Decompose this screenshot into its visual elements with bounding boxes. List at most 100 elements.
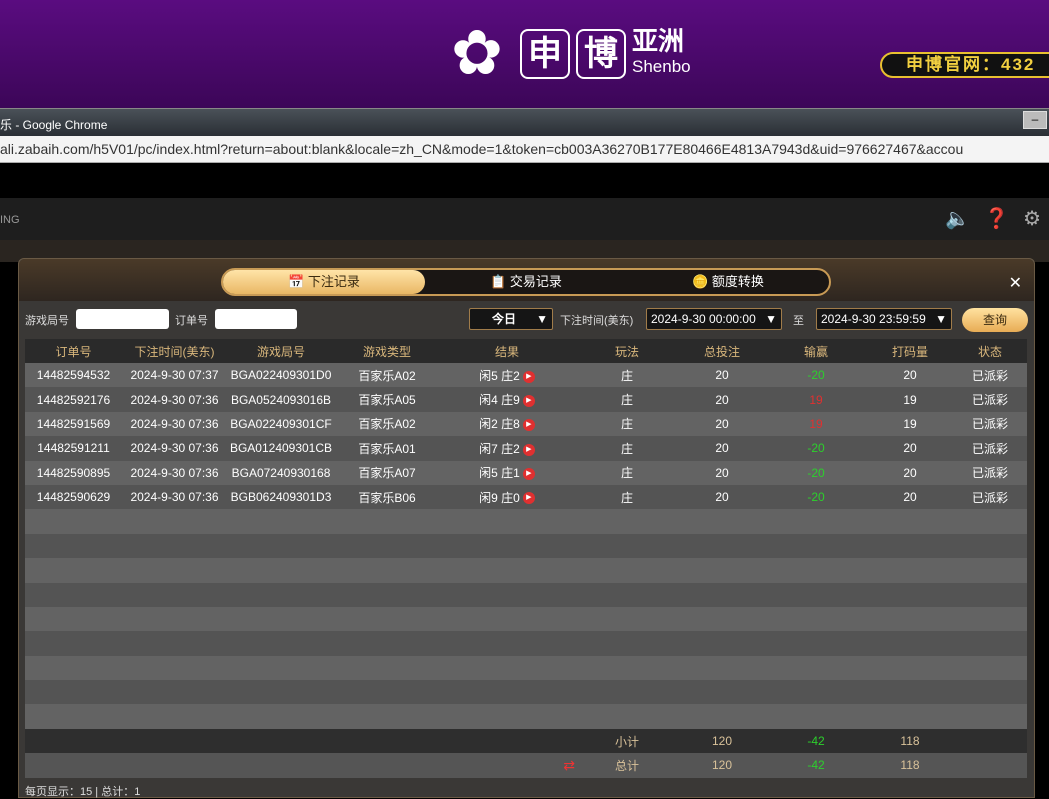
table-cell: -42 — [765, 728, 867, 754]
cell-value: 2024-9-30 07:37 — [130, 368, 219, 383]
close-icon[interactable]: ✕ — [1008, 275, 1022, 292]
table-cell — [765, 704, 867, 729]
table-cell — [122, 728, 227, 754]
cell-value: 庄 — [620, 490, 633, 505]
table-cell — [439, 728, 575, 754]
start-time-select[interactable]: 2024-9-30 00:00:00 ▼ — [646, 308, 782, 330]
filter-bar: 游戏局号 订单号 今日 ▼ 下注时间(美东) 2024-9-30 00:00:00… — [19, 304, 1034, 334]
cell-value: 庄 — [620, 368, 633, 383]
table-cell — [575, 582, 679, 607]
table-cell: 19 — [765, 387, 867, 412]
help-icon[interactable]: ❓ — [984, 208, 1010, 230]
query-button[interactable]: 查询 — [962, 308, 1028, 332]
table-cell — [765, 655, 867, 681]
play-replay-icon[interactable]: ▶ — [522, 370, 535, 383]
bet-records-table: 订单号 下注时间(美东) 游戏局号 游戏类型 结果 玩法 总投注 输赢 打码量 状态 144825… — [25, 339, 1027, 778]
refresh-icon[interactable]: ⇄ — [563, 756, 575, 773]
table-cell: 14482590895 — [25, 460, 122, 485]
table-cell — [953, 704, 1027, 729]
official-site-link[interactable]: 申博官网：432 — [880, 52, 1049, 78]
table-cell: 小计 — [575, 728, 679, 754]
cell-value: 百家乐A07 — [358, 466, 416, 481]
chevron-down-icon: ▼ — [935, 312, 947, 326]
table-cell — [335, 631, 439, 656]
tab-bet-records[interactable]: 📅 下注记录 — [223, 270, 425, 294]
cell-value: 已派彩 — [971, 393, 1008, 408]
table-cell — [25, 728, 122, 754]
cell-value: 庄 — [620, 441, 633, 456]
table-row — [25, 655, 1027, 681]
cell-value: 20 — [715, 441, 729, 456]
cell-value: 20 — [903, 441, 917, 456]
table-cell — [867, 704, 953, 729]
table-row — [25, 606, 1027, 632]
table-cell — [867, 558, 953, 583]
table-cell — [867, 582, 953, 607]
table-row: 14482594532 2024-9-30 07:37 BGA022409301D0… — [25, 363, 1027, 388]
table-row: 14482590629 2024-9-30 07:36 BGB062409301D3… — [25, 484, 1027, 510]
table-cell — [575, 631, 679, 656]
cell-value: -20 — [807, 490, 825, 505]
end-time: 2024-9-30 23:59:59 — [821, 312, 926, 326]
chevron-down-icon: ▼ — [536, 312, 548, 326]
game-round-input[interactable] — [76, 309, 169, 329]
cell-value: 2024-9-30 07:36 — [130, 441, 219, 456]
table-cell — [439, 704, 575, 729]
table-cell — [25, 509, 122, 534]
table-cell: 2024-9-30 07:36 — [122, 460, 227, 485]
sound-icon[interactable]: 🔈 — [945, 208, 971, 230]
table-cell — [679, 655, 765, 681]
table-cell: -42 — [765, 753, 867, 778]
table-cell: 20 — [679, 484, 765, 510]
table-cell: 已派彩 — [953, 411, 1027, 437]
table-cell: 已派彩 — [953, 363, 1027, 388]
table-cell — [25, 704, 122, 729]
cell-value: 20 — [715, 392, 729, 407]
table-cell — [867, 533, 953, 559]
game-round-label: 游戏局号 — [25, 315, 69, 327]
table-cell: 百家乐A01 — [335, 436, 439, 461]
table-cell: 闲9 庄0 ▶ — [439, 484, 575, 510]
play-replay-icon[interactable]: ▶ — [522, 492, 535, 505]
table-cell — [439, 582, 575, 607]
minimize-button[interactable]: ‒ — [1023, 111, 1047, 129]
table-cell: 庄 — [575, 484, 679, 510]
order-input[interactable] — [215, 309, 297, 329]
end-time-select[interactable]: 2024-9-30 23:59:59 ▼ — [816, 308, 952, 330]
calendar-icon: 📅 — [288, 274, 305, 289]
column-header: 状态 — [953, 339, 1027, 363]
cell-value: 20 — [715, 465, 729, 480]
table-cell — [227, 631, 335, 656]
shenbo-logo: ✿ 申 博 亚洲 Shenbo — [440, 14, 691, 94]
play-replay-icon[interactable]: ▶ — [522, 443, 535, 456]
tab-credit-transfer[interactable]: 🪙 额度转换 — [627, 270, 829, 294]
table-cell: 20 — [679, 460, 765, 485]
address-bar[interactable]: ali.zabaih.com/h5V01/pc/index.html?retur… — [0, 136, 1049, 163]
site-banner: ✿ 申 博 亚洲 Shenbo 申博官网：432 — [0, 0, 1049, 108]
table-cell: 已派彩 — [953, 484, 1027, 510]
app-header: ING 🔈 ❓ ⚙ — [0, 198, 1049, 240]
table-cell: 19 — [867, 387, 953, 412]
play-replay-icon[interactable]: ▶ — [522, 468, 535, 481]
cell-value: 闲4 庄9 — [479, 393, 520, 408]
table-cell — [575, 680, 679, 705]
cell-value: 百家乐B06 — [358, 490, 416, 505]
table-row — [25, 680, 1027, 705]
play-replay-icon[interactable]: ▶ — [522, 394, 535, 407]
table-cell — [25, 680, 122, 705]
table-cell — [679, 582, 765, 607]
table-row: 14482592176 2024-9-30 07:36 BGA0524093016B… — [25, 387, 1027, 412]
cell-value: 14482591211 — [37, 441, 110, 456]
play-replay-icon[interactable]: ▶ — [522, 419, 535, 432]
tab-transaction-records[interactable]: 📋 交易记录 — [425, 270, 627, 294]
table-cell: 2024-9-30 07:36 — [122, 436, 227, 461]
table-cell: -20 — [765, 436, 867, 461]
table-cell — [679, 631, 765, 656]
period-select[interactable]: 今日 ▼ — [469, 308, 553, 330]
gear-icon[interactable]: ⚙ — [1023, 208, 1041, 230]
table-cell: 14482590629 — [25, 484, 122, 510]
coins-icon: 🪙 — [692, 274, 709, 289]
chevron-down-icon: ▼ — [765, 312, 777, 326]
table-cell: 庄 — [575, 436, 679, 461]
tab-label: 交易记录 — [509, 274, 562, 289]
